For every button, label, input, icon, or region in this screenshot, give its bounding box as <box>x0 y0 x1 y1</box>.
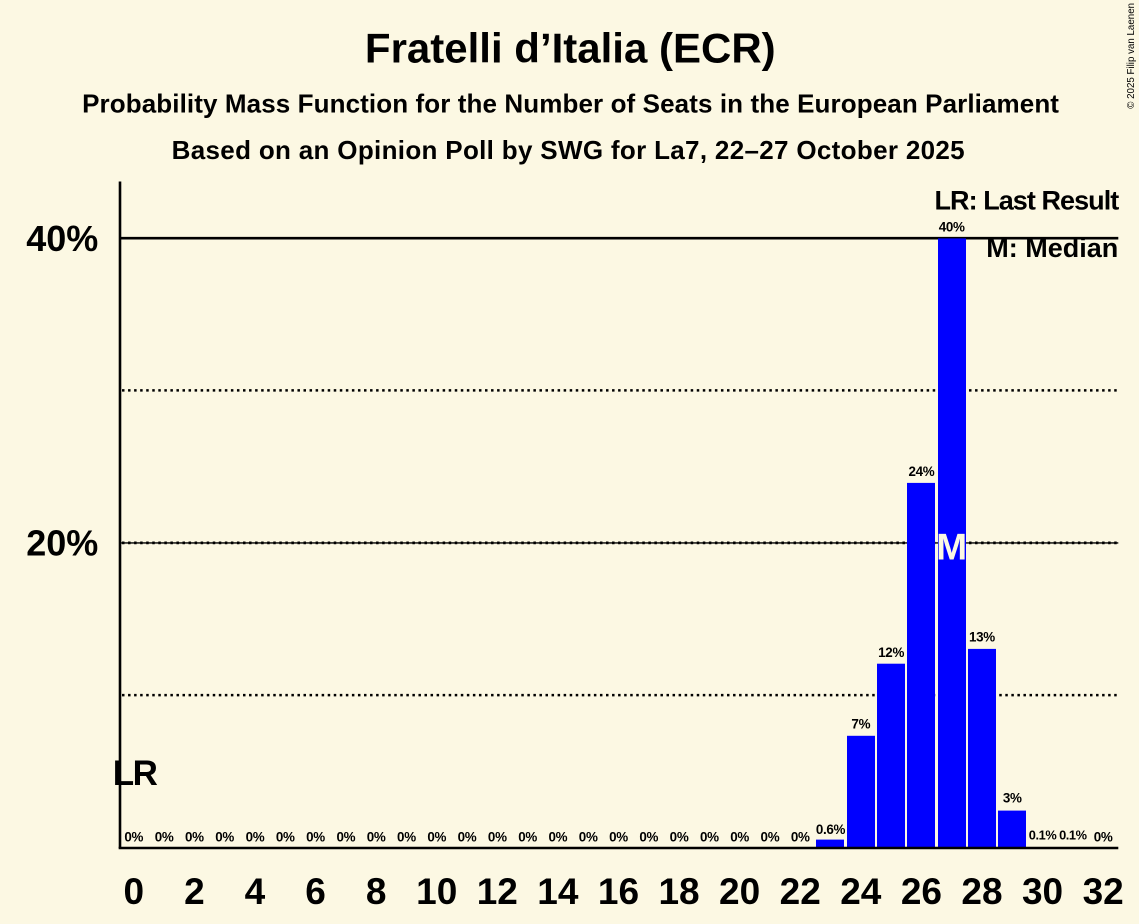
svg-text:0.1%: 0.1% <box>1029 827 1058 842</box>
svg-text:0%: 0% <box>185 830 204 845</box>
svg-text:0%: 0% <box>397 830 416 845</box>
svg-text:0%: 0% <box>549 830 568 845</box>
svg-text:0%: 0% <box>155 830 174 845</box>
svg-text:22: 22 <box>780 871 821 912</box>
svg-text:12: 12 <box>477 871 518 912</box>
svg-text:18: 18 <box>658 871 699 912</box>
svg-text:6: 6 <box>305 871 326 912</box>
svg-text:16: 16 <box>598 871 639 912</box>
svg-text:0%: 0% <box>579 830 598 845</box>
svg-text:8: 8 <box>366 871 387 912</box>
svg-text:20: 20 <box>719 871 760 912</box>
svg-text:0%: 0% <box>700 830 719 845</box>
svg-text:0%: 0% <box>427 830 446 845</box>
svg-text:0%: 0% <box>518 830 537 845</box>
svg-text:0%: 0% <box>791 830 810 845</box>
svg-text:© 2025 Filip van Laenen: © 2025 Filip van Laenen <box>1126 3 1137 109</box>
svg-text:24%: 24% <box>908 464 934 479</box>
svg-text:32: 32 <box>1083 871 1124 912</box>
svg-text:LR: Last Result: LR: Last Result <box>935 186 1120 216</box>
svg-text:0.6%: 0.6% <box>816 822 846 837</box>
svg-text:M: Median: M: Median <box>986 233 1118 263</box>
svg-text:0%: 0% <box>761 830 780 845</box>
svg-text:M: M <box>936 527 967 568</box>
svg-text:30: 30 <box>1022 871 1063 912</box>
svg-text:0%: 0% <box>458 830 477 845</box>
svg-text:4: 4 <box>245 871 266 912</box>
svg-text:10: 10 <box>416 871 457 912</box>
svg-text:0%: 0% <box>488 830 507 845</box>
svg-text:0%: 0% <box>215 830 234 845</box>
svg-text:3%: 3% <box>1003 791 1022 806</box>
svg-text:0%: 0% <box>276 830 295 845</box>
svg-text:0%: 0% <box>306 830 325 845</box>
svg-text:Probability Mass Function for: Probability Mass Function for the Number… <box>82 89 1059 119</box>
svg-text:20%: 20% <box>26 523 98 564</box>
svg-text:0%: 0% <box>246 830 265 845</box>
svg-text:2: 2 <box>184 871 205 912</box>
svg-text:0%: 0% <box>336 830 355 845</box>
svg-text:7%: 7% <box>851 717 870 732</box>
svg-text:40%: 40% <box>26 218 98 259</box>
svg-text:40%: 40% <box>939 220 965 235</box>
svg-text:26: 26 <box>901 871 942 912</box>
svg-text:0%: 0% <box>639 830 658 845</box>
svg-text:13%: 13% <box>969 630 995 645</box>
svg-text:0%: 0% <box>730 830 749 845</box>
svg-text:14: 14 <box>537 871 579 912</box>
svg-text:12%: 12% <box>878 645 904 660</box>
svg-text:24: 24 <box>840 871 882 912</box>
svg-text:0%: 0% <box>1094 830 1113 845</box>
svg-text:0%: 0% <box>124 830 143 845</box>
svg-text:0%: 0% <box>609 830 628 845</box>
svg-text:Fratelli d’Italia (ECR): Fratelli d’Italia (ECR) <box>365 24 776 71</box>
svg-text:Based on an Opinion Poll by SW: Based on an Opinion Poll by SWG for La7,… <box>172 135 965 165</box>
svg-text:LR: LR <box>113 754 158 793</box>
svg-text:0: 0 <box>124 871 145 912</box>
svg-text:0.1%: 0.1% <box>1059 827 1088 842</box>
svg-text:28: 28 <box>961 871 1002 912</box>
svg-text:0%: 0% <box>670 830 689 845</box>
svg-text:0%: 0% <box>367 830 386 845</box>
